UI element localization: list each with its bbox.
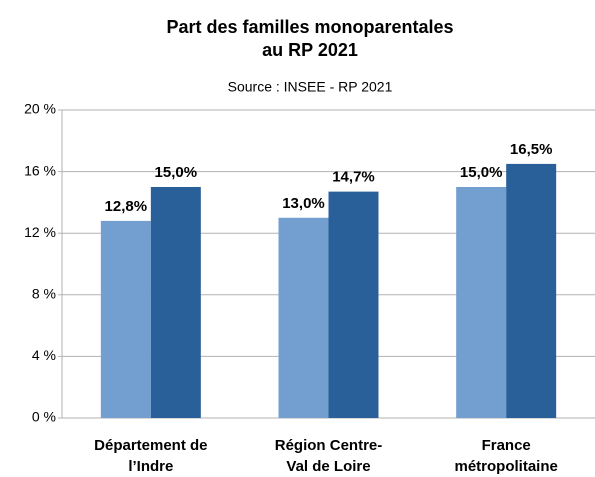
y-tick-label: 4 % bbox=[32, 347, 56, 363]
x-tick-label: Région Centre- bbox=[275, 437, 383, 454]
y-tick-label: 16 % bbox=[24, 162, 56, 178]
bar bbox=[150, 187, 201, 418]
chart-subtitle: Source : INSEE - RP 2021 bbox=[228, 79, 393, 95]
bar bbox=[506, 163, 557, 418]
y-tick-label: 0 % bbox=[32, 409, 56, 425]
x-tick-label: Val de Loire bbox=[286, 458, 370, 475]
data-label: 12,8% bbox=[105, 198, 148, 215]
x-tick-label: France bbox=[482, 437, 531, 454]
data-label: 15,0% bbox=[155, 164, 198, 181]
bar bbox=[278, 217, 329, 418]
data-label: 15,0% bbox=[460, 164, 503, 181]
chart-title: Part des familles monoparentales bbox=[166, 17, 453, 37]
bar bbox=[456, 187, 507, 418]
y-tick-label: 20 % bbox=[24, 101, 56, 117]
data-label: 14,7% bbox=[332, 169, 375, 186]
chart-title: au RP 2021 bbox=[262, 40, 358, 60]
x-tick-label: l’Indre bbox=[128, 458, 173, 475]
y-tick-label: 12 % bbox=[24, 224, 56, 240]
bar bbox=[328, 191, 379, 418]
data-label: 13,0% bbox=[282, 195, 325, 212]
x-tick-label: Département de bbox=[94, 437, 207, 454]
data-label: 16,5% bbox=[510, 141, 553, 158]
bar bbox=[100, 220, 151, 418]
y-tick-label: 8 % bbox=[32, 286, 56, 302]
x-tick-label: métropolitaine bbox=[454, 458, 557, 475]
